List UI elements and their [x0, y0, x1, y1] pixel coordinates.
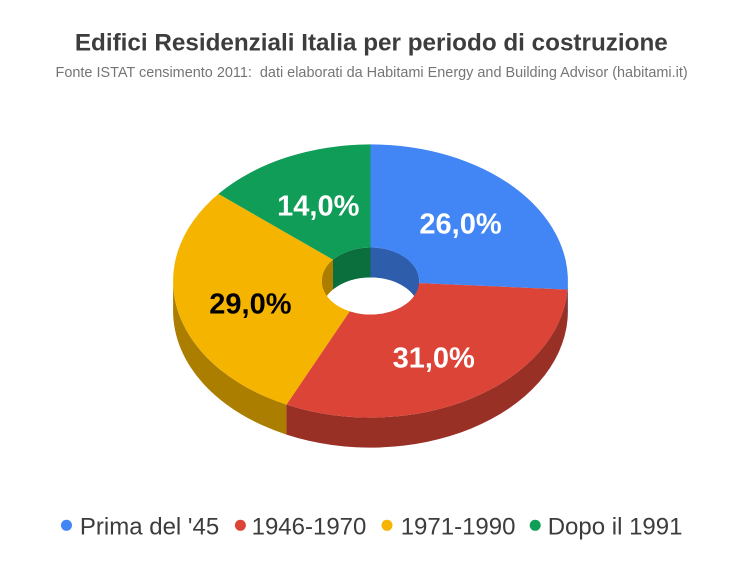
svg-text:29,0%: 29,0% [209, 288, 291, 320]
svg-text:Edifici Residenziali Italia pe: Edifici Residenziali Italia per periodo … [75, 30, 668, 57]
svg-text:Dopo il 1991: Dopo il 1991 [548, 513, 683, 540]
svg-text:14,0%: 14,0% [277, 191, 359, 223]
svg-text:1971-1990: 1971-1990 [401, 513, 516, 540]
svg-text:1946-1970: 1946-1970 [252, 513, 367, 540]
svg-text:31,0%: 31,0% [393, 343, 475, 375]
svg-text:26,0%: 26,0% [419, 209, 501, 241]
svg-text:Prima del '45: Prima del '45 [80, 513, 219, 540]
svg-text:Fonte ISTAT censimento 2011:: Fonte ISTAT censimento 2011: dati elabor… [56, 65, 688, 81]
